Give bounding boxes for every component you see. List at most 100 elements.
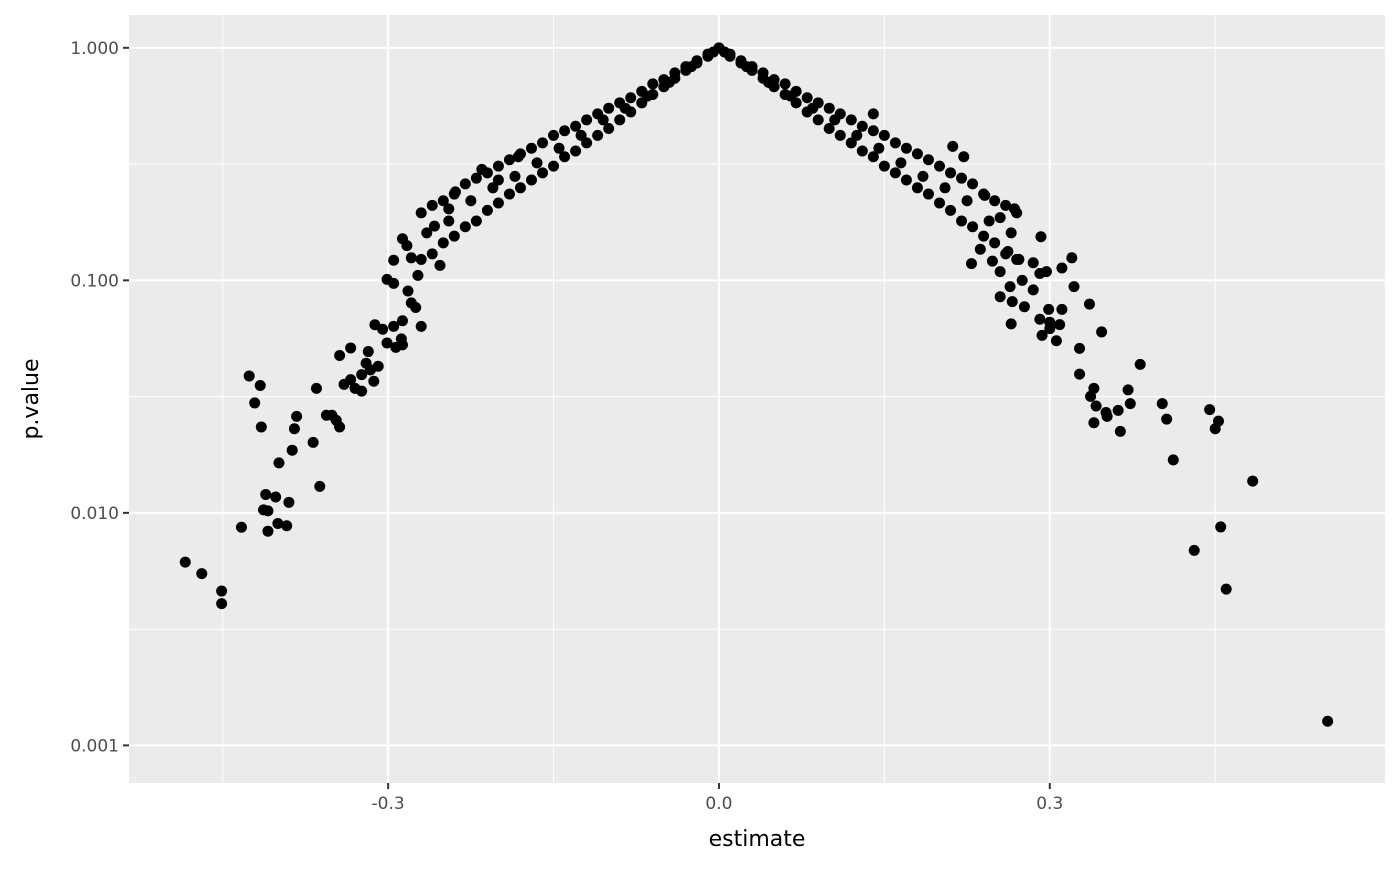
points (179, 42, 1334, 727)
data-point (514, 182, 526, 194)
data-point (718, 46, 730, 58)
data-point (779, 78, 791, 90)
data-point (559, 151, 571, 163)
data-point (1002, 246, 1014, 258)
plot-panel (129, 15, 1385, 783)
data-point (878, 160, 890, 172)
data-point (270, 491, 282, 503)
data-point (402, 285, 414, 297)
data-point (356, 385, 368, 397)
data-point (889, 167, 901, 179)
data-point (947, 140, 959, 152)
data-point (487, 182, 499, 194)
data-point (994, 291, 1006, 303)
data-point (1036, 329, 1048, 341)
data-point (911, 182, 923, 194)
data-point (410, 302, 422, 314)
data-point (1188, 544, 1200, 556)
data-point (465, 195, 477, 207)
data-point (1074, 342, 1086, 354)
data-point (1043, 303, 1055, 315)
data-point (476, 163, 488, 175)
data-point (249, 397, 261, 409)
data-point (1322, 715, 1334, 727)
data-point (763, 76, 775, 88)
data-point (592, 129, 604, 141)
data-point (437, 195, 449, 207)
data-point (1074, 368, 1086, 380)
data-point (291, 410, 303, 422)
data-point (1090, 400, 1102, 412)
data-point (262, 525, 274, 537)
data-point (625, 92, 637, 104)
data-point (1167, 454, 1179, 466)
data-point (994, 266, 1006, 278)
data-point (492, 160, 504, 172)
data-point (415, 253, 427, 265)
data-point (254, 379, 266, 391)
data-point (443, 215, 455, 227)
data-point (377, 323, 389, 335)
data-point (917, 170, 929, 182)
y-tick-label: 0.001 (70, 736, 119, 756)
data-point (1000, 199, 1012, 211)
data-point (974, 243, 986, 255)
data-point (492, 197, 504, 209)
data-point (812, 114, 824, 126)
data-point (575, 129, 587, 141)
data-point (481, 204, 493, 216)
data-point (310, 382, 322, 394)
data-point (922, 188, 934, 200)
data-point (345, 342, 357, 354)
data-point (470, 172, 482, 184)
data-point (362, 346, 374, 358)
y-tick-label: 1.000 (70, 39, 119, 59)
data-point (851, 129, 863, 141)
y-tick-label: 0.010 (70, 504, 119, 524)
data-point (867, 151, 879, 163)
grid-minor (129, 15, 1385, 783)
data-point (801, 92, 813, 104)
data-point (570, 145, 582, 157)
data-point (900, 174, 912, 186)
data-point (1112, 404, 1124, 416)
data-point (459, 178, 471, 190)
data-point (785, 90, 797, 102)
data-point (1006, 296, 1018, 308)
data-point (216, 598, 228, 610)
data-point (1114, 425, 1126, 437)
data-point (1101, 410, 1113, 422)
data-point (934, 160, 946, 172)
data-point (381, 337, 393, 349)
data-point (1050, 335, 1062, 347)
data-point (945, 204, 957, 216)
data-point (986, 255, 998, 267)
y-axis-title: p.value (19, 358, 44, 439)
data-point (989, 195, 1001, 207)
data-point (260, 488, 272, 500)
data-point (235, 521, 247, 533)
data-point (956, 172, 968, 184)
x-tick-label: -0.3 (372, 794, 405, 814)
data-point (939, 182, 951, 194)
data-point (262, 505, 274, 517)
data-point (983, 215, 995, 227)
data-point (1088, 382, 1100, 394)
data-point (581, 114, 593, 126)
data-point (448, 230, 460, 242)
data-point (900, 142, 912, 154)
data-point (989, 237, 1001, 249)
data-point (437, 237, 449, 249)
data-point (1040, 266, 1052, 278)
data-point (878, 129, 890, 141)
data-point (421, 227, 433, 239)
data-point (856, 120, 868, 132)
data-point (934, 197, 946, 209)
data-point (978, 230, 990, 242)
x-axis-title: estimate (709, 827, 806, 852)
data-point (537, 167, 549, 179)
data-point (388, 320, 400, 332)
y-axis: 0.001 0.010 0.100 1.000 (70, 39, 129, 756)
data-point (525, 174, 537, 186)
data-point (559, 125, 571, 137)
